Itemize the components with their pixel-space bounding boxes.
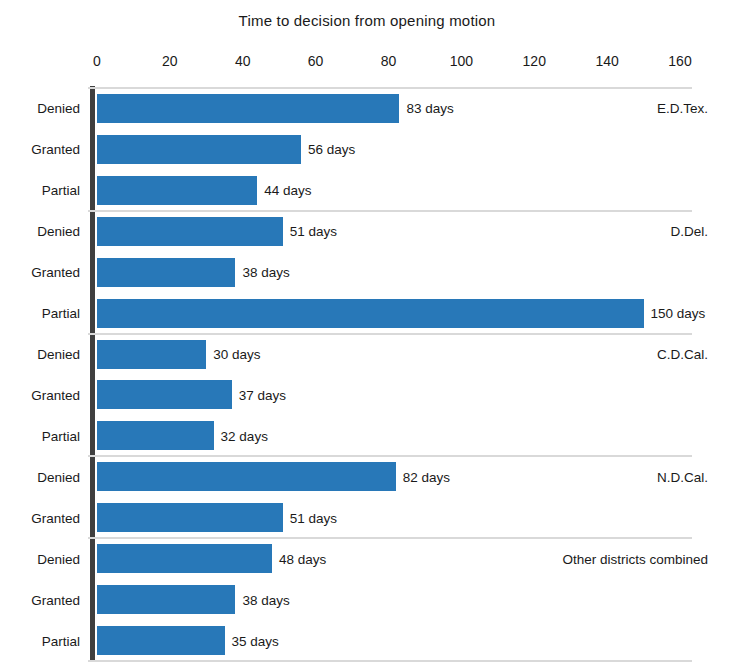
district-label: N.D.Cal. (657, 469, 708, 484)
x-axis-tick: 80 (381, 53, 397, 69)
bar-chart: Time to decision from opening motion 0 20… (0, 0, 750, 670)
group-separator-line (88, 537, 692, 539)
group-separator-line (88, 455, 692, 457)
category-label: Partial (0, 633, 80, 648)
group-separator-line (88, 660, 692, 662)
bar (97, 503, 283, 532)
x-axis-tick: 20 (162, 53, 178, 69)
category-label: Granted (0, 142, 80, 157)
value-label: 56 days (308, 142, 355, 157)
category-label: Denied (0, 551, 80, 566)
group-separator-line (88, 87, 692, 89)
bar (97, 626, 225, 655)
bar (97, 258, 235, 287)
category-label: Denied (0, 224, 80, 239)
bar (97, 299, 644, 328)
chart-title: Time to decision from opening motion (0, 12, 734, 29)
x-axis-tick: 60 (308, 53, 324, 69)
value-label: 30 days (213, 347, 260, 362)
bar (97, 462, 396, 491)
category-label: Granted (0, 387, 80, 402)
value-label: 51 days (290, 510, 337, 525)
value-label: 37 days (239, 387, 286, 402)
category-label: Denied (0, 469, 80, 484)
category-label: Partial (0, 428, 80, 443)
bar (97, 421, 214, 450)
bar (97, 340, 206, 369)
value-label: 38 days (242, 592, 289, 607)
x-axis-tick: 160 (668, 53, 691, 69)
value-label: 35 days (232, 633, 279, 648)
category-label: Partial (0, 183, 80, 198)
value-label: 48 days (279, 551, 326, 566)
x-axis-tick: 40 (235, 53, 251, 69)
bar (97, 94, 399, 123)
category-label: Denied (0, 101, 80, 116)
bar (97, 380, 232, 409)
value-label: 44 days (264, 183, 311, 198)
district-label: E.D.Tex. (657, 101, 708, 116)
bar (97, 544, 272, 573)
x-axis-tick: 0 (93, 53, 101, 69)
bar (97, 176, 257, 205)
district-label: D.Del. (670, 224, 708, 239)
bar (97, 585, 235, 614)
category-label: Denied (0, 347, 80, 362)
value-label: 83 days (406, 101, 453, 116)
bar (97, 135, 301, 164)
value-label: 38 days (242, 265, 289, 280)
category-label: Granted (0, 265, 80, 280)
value-label: 82 days (403, 469, 450, 484)
value-label: 32 days (221, 428, 268, 443)
x-axis-tick: 100 (450, 53, 473, 69)
value-label: 150 days (651, 306, 706, 321)
category-label: Partial (0, 306, 80, 321)
x-axis-tick: 120 (523, 53, 546, 69)
y-axis-line (90, 86, 95, 662)
category-label: Granted (0, 592, 80, 607)
bar (97, 217, 283, 246)
group-separator-line (88, 333, 692, 335)
district-label: C.D.Cal. (657, 347, 708, 362)
category-label: Granted (0, 510, 80, 525)
group-separator-line (88, 210, 692, 212)
x-axis-tick: 140 (595, 53, 618, 69)
district-label: Other districts combined (562, 551, 708, 566)
value-label: 51 days (290, 224, 337, 239)
